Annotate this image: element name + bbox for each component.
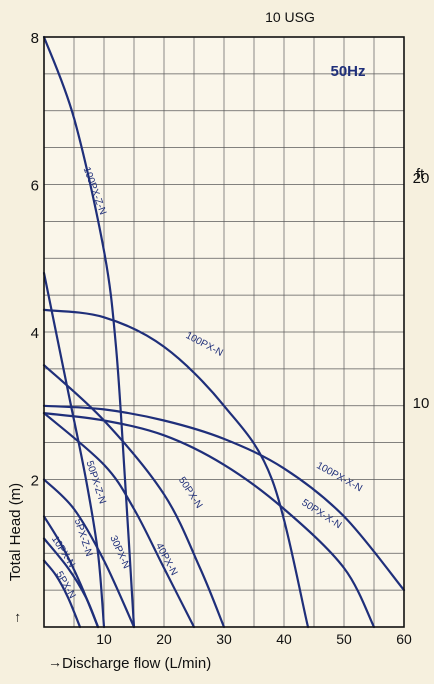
x-axis-label: Discharge flow (L/min) bbox=[62, 655, 211, 672]
x-tick-label: 40 bbox=[276, 631, 292, 647]
secondary-y-tick-label: 10 bbox=[413, 395, 430, 412]
frequency-label: 50Hz bbox=[330, 63, 365, 80]
x-axis-arrow: → bbox=[48, 654, 62, 670]
series-line-40px-n bbox=[42, 412, 196, 629]
y-tick-label: 4 bbox=[31, 325, 39, 342]
series-line-50px-n bbox=[42, 364, 226, 629]
y-axis-title: → Total Head (m) bbox=[7, 483, 24, 625]
grid bbox=[44, 37, 404, 627]
series-line-50px-z-n bbox=[42, 271, 106, 629]
secondary-axis-unit: ft bbox=[416, 166, 425, 183]
tick-labels: 10 20 30 40 50 60 2 4 6 8 10 20 bbox=[31, 30, 430, 647]
x-tick-label: 20 bbox=[156, 631, 172, 647]
x-tick-label: 50 bbox=[336, 631, 352, 647]
series-line-100px-x-n bbox=[42, 404, 406, 592]
series-line-5px-n bbox=[42, 559, 82, 629]
series-line-30px-n bbox=[42, 478, 136, 629]
y-axis-arrow: → bbox=[7, 611, 23, 625]
x-tick-label: 10 bbox=[96, 631, 112, 647]
series-lines bbox=[42, 35, 406, 629]
y-tick-label: 6 bbox=[31, 178, 39, 195]
y-tick-label: 8 bbox=[31, 30, 39, 47]
series-line-10px-n bbox=[42, 537, 100, 629]
series-line-100px-n bbox=[42, 308, 310, 629]
series-line-100px-z-n bbox=[42, 35, 136, 629]
top-flow-label: 10 USG bbox=[265, 9, 315, 25]
y-axis-label: Total Head (m) bbox=[7, 483, 24, 581]
x-tick-label: 60 bbox=[396, 631, 412, 647]
x-tick-label: 30 bbox=[216, 631, 232, 647]
plot-frame bbox=[43, 36, 405, 628]
secondary-y-tick-label: 20 bbox=[413, 170, 430, 187]
y-tick-label: 2 bbox=[31, 473, 39, 490]
